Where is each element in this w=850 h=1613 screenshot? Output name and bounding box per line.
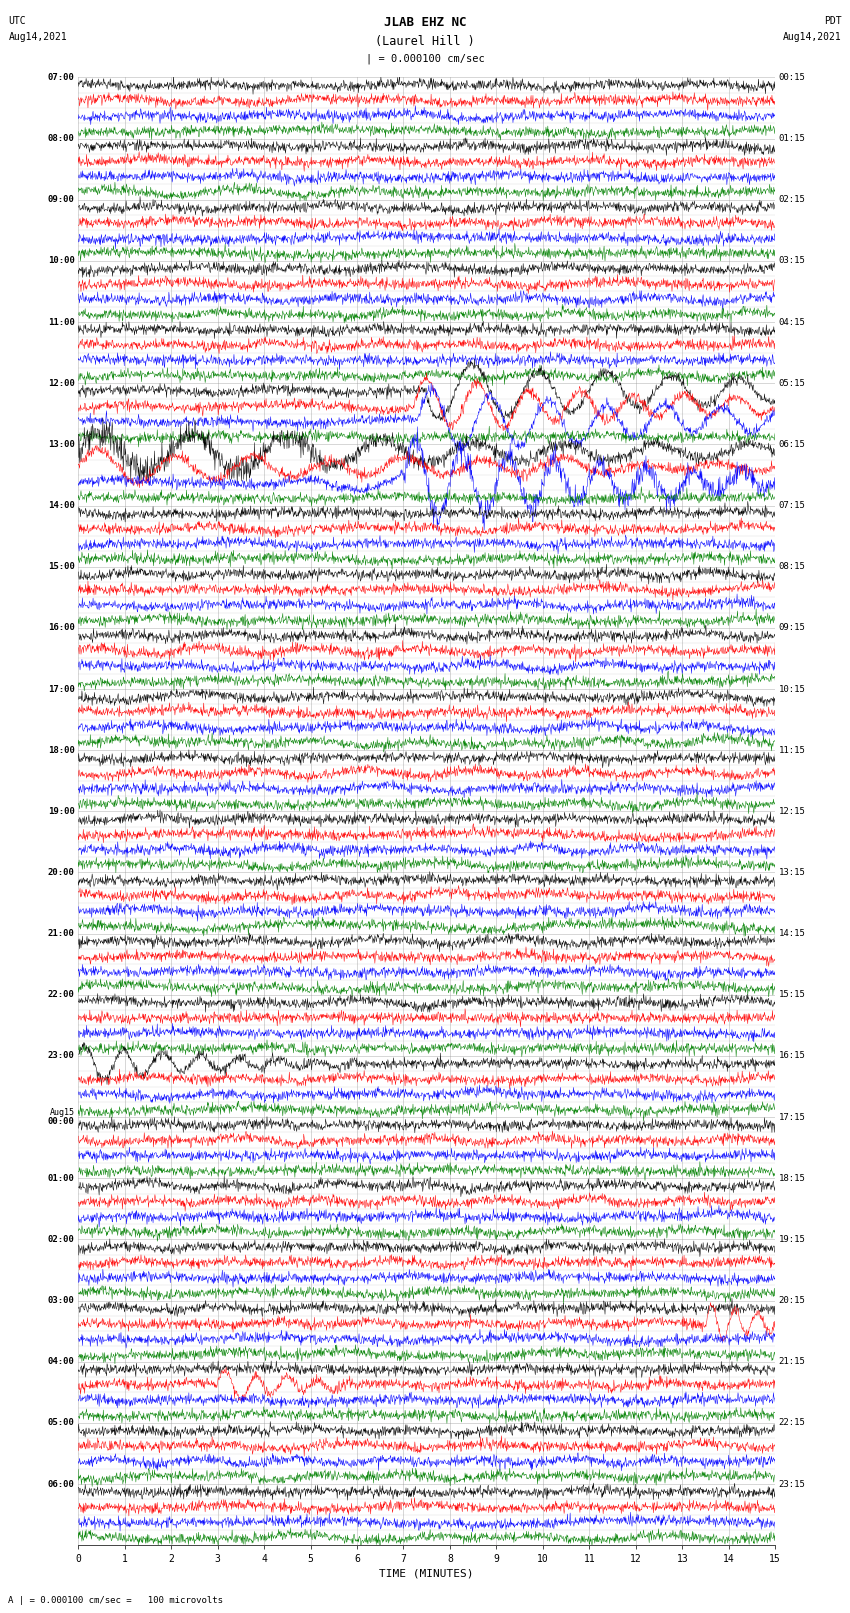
Text: 07:15: 07:15 (779, 502, 806, 510)
Text: 03:15: 03:15 (779, 256, 806, 266)
Text: 06:15: 06:15 (779, 440, 806, 448)
Text: 05:00: 05:00 (48, 1418, 75, 1428)
Text: 19:00: 19:00 (48, 806, 75, 816)
Text: 13:15: 13:15 (779, 868, 806, 877)
Text: 01:15: 01:15 (779, 134, 806, 144)
Text: Aug15: Aug15 (49, 1108, 75, 1118)
Text: 04:15: 04:15 (779, 318, 806, 326)
Text: 12:00: 12:00 (48, 379, 75, 387)
Text: 21:00: 21:00 (48, 929, 75, 939)
Text: JLAB EHZ NC: JLAB EHZ NC (383, 16, 467, 29)
Text: A | = 0.000100 cm/sec =   100 microvolts: A | = 0.000100 cm/sec = 100 microvolts (8, 1595, 224, 1605)
Text: PDT: PDT (824, 16, 842, 26)
Text: 10:00: 10:00 (48, 256, 75, 266)
Text: 23:15: 23:15 (779, 1479, 806, 1489)
Text: 23:00: 23:00 (48, 1052, 75, 1060)
Text: 21:15: 21:15 (779, 1357, 806, 1366)
Text: 18:15: 18:15 (779, 1174, 806, 1182)
Text: 20:00: 20:00 (48, 868, 75, 877)
Text: 15:00: 15:00 (48, 563, 75, 571)
Text: 22:00: 22:00 (48, 990, 75, 1000)
Text: 03:00: 03:00 (48, 1297, 75, 1305)
Text: 06:00: 06:00 (48, 1479, 75, 1489)
Text: 04:00: 04:00 (48, 1357, 75, 1366)
Text: 14:15: 14:15 (779, 929, 806, 939)
Text: 10:15: 10:15 (779, 684, 806, 694)
Text: 08:00: 08:00 (48, 134, 75, 144)
Text: Aug14,2021: Aug14,2021 (8, 32, 67, 42)
Text: 02:15: 02:15 (779, 195, 806, 205)
Text: 09:00: 09:00 (48, 195, 75, 205)
Text: 19:15: 19:15 (779, 1236, 806, 1244)
Text: 11:15: 11:15 (779, 745, 806, 755)
Text: 08:15: 08:15 (779, 563, 806, 571)
Text: 17:15: 17:15 (779, 1113, 806, 1121)
Text: 05:15: 05:15 (779, 379, 806, 387)
Text: 02:00: 02:00 (48, 1236, 75, 1244)
Text: 22:15: 22:15 (779, 1418, 806, 1428)
Text: 16:15: 16:15 (779, 1052, 806, 1060)
Text: 01:00: 01:00 (48, 1174, 75, 1182)
Text: 15:15: 15:15 (779, 990, 806, 1000)
Text: 20:15: 20:15 (779, 1297, 806, 1305)
Text: 18:00: 18:00 (48, 745, 75, 755)
Text: 07:00: 07:00 (48, 73, 75, 82)
Text: 16:00: 16:00 (48, 623, 75, 632)
Text: 11:00: 11:00 (48, 318, 75, 326)
Text: 13:00: 13:00 (48, 440, 75, 448)
Text: 12:15: 12:15 (779, 806, 806, 816)
Text: | = 0.000100 cm/sec: | = 0.000100 cm/sec (366, 53, 484, 65)
Text: 09:15: 09:15 (779, 623, 806, 632)
Text: 00:00: 00:00 (48, 1118, 75, 1126)
Text: 00:15: 00:15 (779, 73, 806, 82)
Text: 17:00: 17:00 (48, 684, 75, 694)
Text: UTC: UTC (8, 16, 26, 26)
X-axis label: TIME (MINUTES): TIME (MINUTES) (379, 1568, 474, 1579)
Text: (Laurel Hill ): (Laurel Hill ) (375, 35, 475, 48)
Text: 14:00: 14:00 (48, 502, 75, 510)
Text: Aug14,2021: Aug14,2021 (783, 32, 842, 42)
